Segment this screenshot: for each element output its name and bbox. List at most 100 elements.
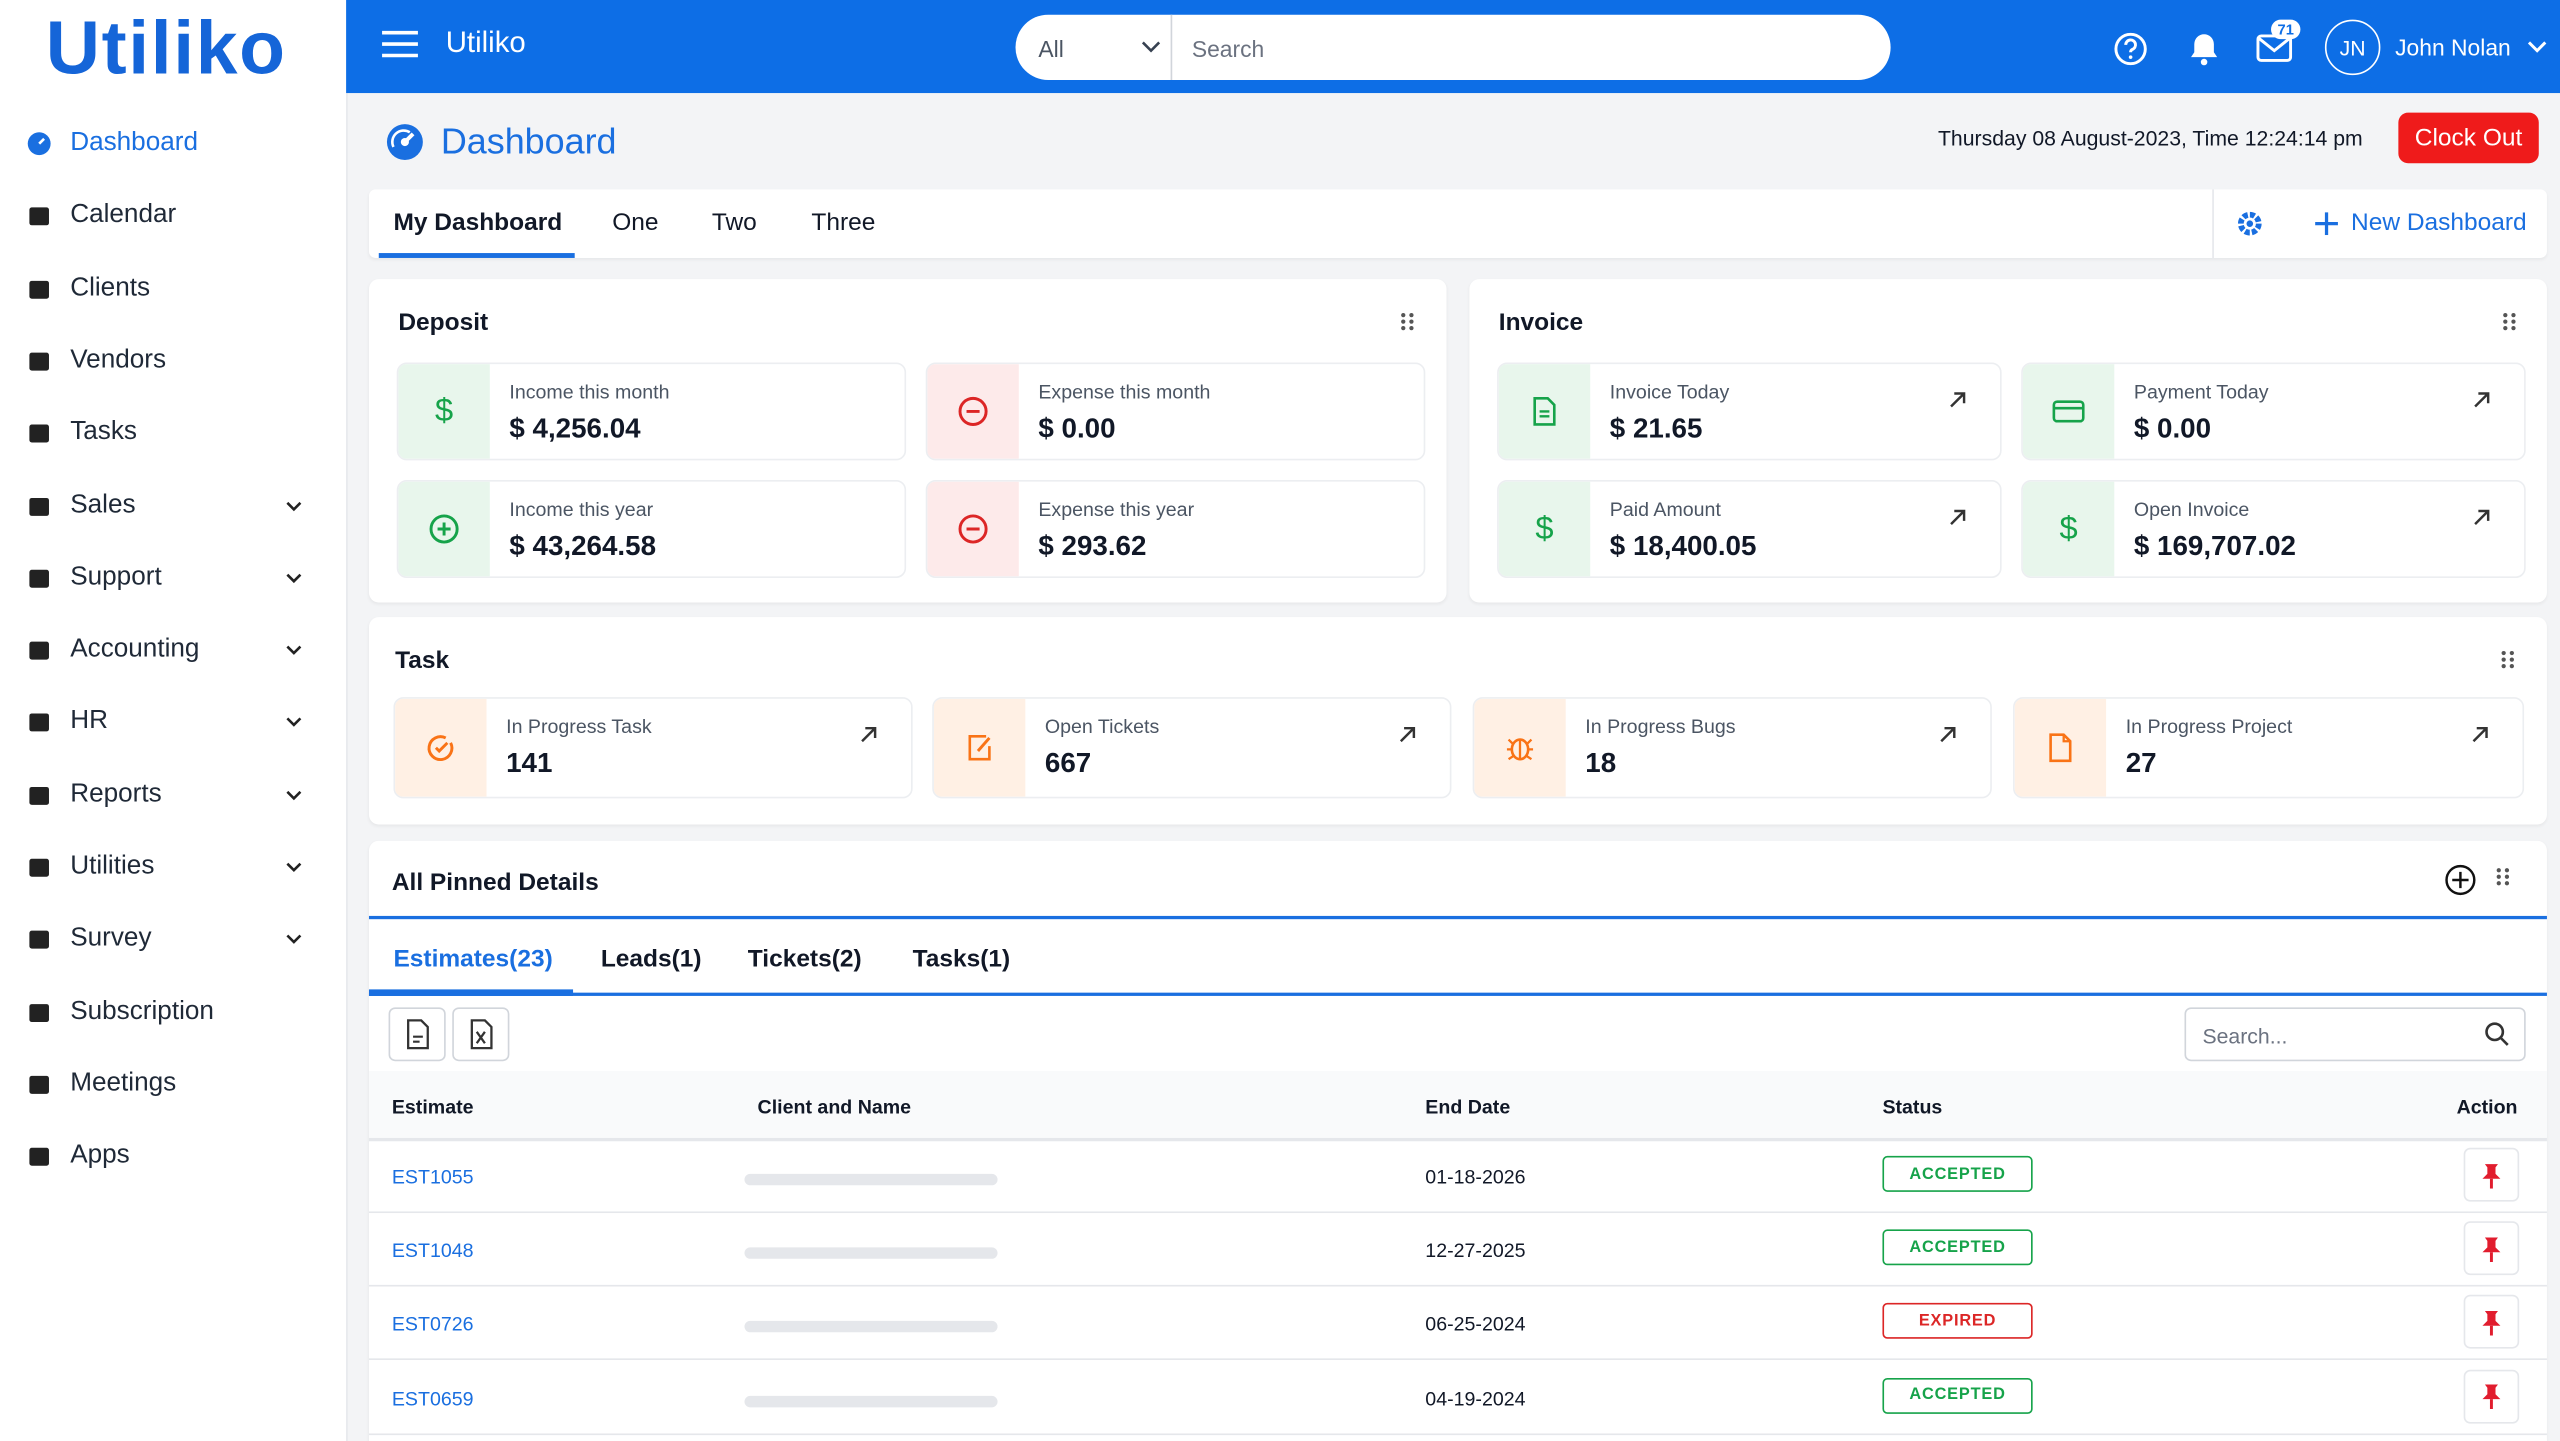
- pdf-icon: [407, 1019, 429, 1050]
- stat-card[interactable]: Invoice Today $ 21.65: [1497, 362, 2002, 461]
- search-scope[interactable]: All: [1038, 35, 1064, 63]
- nav-label[interactable]: Tasks: [70, 418, 137, 447]
- nav-item[interactable]: Sales: [26, 481, 320, 530]
- stat-card[interactable]: $ Paid Amount $ 18,400.05: [1497, 479, 2002, 578]
- unpin-button[interactable]: [2463, 1369, 2520, 1424]
- nav-item[interactable]: Dashboard: [26, 119, 320, 168]
- nav-label[interactable]: Meetings: [70, 1069, 177, 1097]
- nav-label[interactable]: Dashboard: [70, 128, 199, 157]
- search-icon: [2485, 1022, 2509, 1046]
- nav-label[interactable]: HR: [70, 707, 108, 736]
- export-excel-button[interactable]: [452, 1007, 510, 1062]
- svg-text:$: $: [435, 395, 453, 428]
- nav-item[interactable]: Apps: [26, 1132, 320, 1181]
- pinned-tab[interactable]: Estimates(23): [393, 945, 553, 974]
- stat-icon: [398, 481, 490, 577]
- nav-label[interactable]: Utilities: [70, 852, 155, 880]
- open-link-icon: [2474, 509, 2490, 525]
- estimate-link[interactable]: EST0659: [391, 1387, 474, 1410]
- nav-label[interactable]: Vendors: [70, 345, 167, 374]
- nav-item[interactable]: Utilities: [26, 842, 320, 891]
- nav-item[interactable]: Vendors: [26, 336, 320, 385]
- open-link-icon: [1950, 509, 1966, 525]
- panel-title: Deposit: [398, 308, 489, 337]
- new-dashboard-button[interactable]: New Dashboard: [2315, 209, 2527, 237]
- nav-label[interactable]: Calendar: [70, 201, 177, 230]
- stat-card[interactable]: $ Income this month $ 4,256.04: [396, 362, 907, 461]
- nav-icon: [29, 931, 49, 950]
- icon: [958, 396, 988, 426]
- estimate-link[interactable]: EST0726: [391, 1313, 474, 1337]
- nav-icon: [29, 1075, 49, 1094]
- icon: [968, 735, 991, 761]
- pinned-tab[interactable]: Leads(1): [600, 945, 702, 974]
- clock-out-button[interactable]: Clock Out: [2398, 112, 2539, 164]
- unpin-button[interactable]: [2463, 1295, 2520, 1350]
- scope-chevron[interactable]: [1141, 41, 1161, 54]
- pinned-tab[interactable]: Tasks(1): [912, 945, 1011, 974]
- nav-item[interactable]: Calendar: [26, 192, 320, 241]
- notification-icon[interactable]: [2188, 31, 2221, 67]
- nav-item[interactable]: Support: [26, 553, 320, 602]
- stat-card[interactable]: Income this year $ 43,264.58: [396, 479, 907, 578]
- dashboard-tab[interactable]: Three: [811, 208, 876, 237]
- help-icon[interactable]: [2113, 31, 2149, 67]
- stat-label: Open Tickets: [1044, 715, 1160, 738]
- table-search[interactable]: Search...: [2184, 1007, 2526, 1062]
- estimate-link[interactable]: EST1055: [391, 1165, 474, 1189]
- pinned-tab[interactable]: Tickets(2): [747, 945, 862, 974]
- nav-chevron: [286, 645, 302, 656]
- stat-card[interactable]: Expense this year $ 293.62: [925, 479, 1426, 578]
- add-icon[interactable]: [2444, 864, 2477, 897]
- nav-item[interactable]: Meetings: [26, 1059, 320, 1108]
- nav-item[interactable]: Survey: [26, 915, 320, 964]
- nav-item[interactable]: Accounting: [26, 625, 320, 674]
- table-search-input[interactable]: Search...: [2202, 1023, 2288, 1049]
- nav-item[interactable]: Reports: [26, 770, 320, 819]
- nav-label[interactable]: Apps: [70, 1141, 130, 1170]
- stat-label: In Progress Project: [2125, 715, 2293, 738]
- stat-card[interactable]: Payment Today $ 0.00: [2021, 362, 2526, 461]
- stat-icon: [1498, 364, 1591, 459]
- logo[interactable]: Utiliko: [45, 4, 287, 90]
- unpin-button[interactable]: [2463, 1221, 2520, 1276]
- nav-label[interactable]: Subscription: [70, 996, 214, 1025]
- nav-item[interactable]: Subscription: [26, 987, 320, 1036]
- menu-button[interactable]: [382, 29, 418, 58]
- stat-card[interactable]: In Progress Bugs 18: [1472, 697, 1992, 799]
- drag-handle: [2503, 312, 2516, 331]
- export-pdf-button[interactable]: [388, 1007, 446, 1062]
- stat-card[interactable]: $ Open Invoice $ 169,707.02: [2021, 479, 2526, 578]
- user-chevron[interactable]: [2527, 39, 2547, 55]
- nav-label[interactable]: Support: [70, 562, 162, 591]
- dashboard-tab[interactable]: Two: [711, 208, 757, 237]
- pin-icon: [2482, 1163, 2501, 1188]
- nav-item[interactable]: HR: [26, 698, 320, 747]
- user-name[interactable]: John Nolan: [2395, 34, 2511, 61]
- nav-item[interactable]: Tasks: [26, 408, 320, 457]
- stat-label: Open Invoice: [2133, 497, 2250, 521]
- settings-icon[interactable]: [2235, 209, 2264, 238]
- nav-label[interactable]: Sales: [70, 490, 136, 519]
- nav-label[interactable]: Reports: [70, 779, 162, 808]
- unpin-button[interactable]: [2463, 1147, 2520, 1202]
- stat-card[interactable]: Expense this month $ 0.00: [925, 362, 1426, 461]
- stat-icon: [1474, 698, 1566, 797]
- dashboard-tab[interactable]: One: [612, 208, 659, 237]
- icon: $: [2059, 513, 2077, 546]
- nav-label[interactable]: Clients: [70, 273, 151, 302]
- nav-label[interactable]: Survey: [70, 924, 152, 953]
- stat-card[interactable]: In Progress Task 141: [393, 697, 913, 799]
- stat-card[interactable]: In Progress Project 27: [2013, 697, 2525, 799]
- nav-label[interactable]: Accounting: [70, 635, 200, 664]
- search-input[interactable]: Search: [1191, 35, 1265, 63]
- column-header: Estimate: [391, 1095, 474, 1119]
- avatar[interactable]: JN: [2324, 19, 2381, 76]
- nav-icon: [29, 424, 49, 443]
- dashboard-tab[interactable]: My Dashboard: [393, 208, 563, 237]
- stat-card[interactable]: Open Tickets 667: [932, 697, 1452, 799]
- stat-value: $ 293.62: [1038, 530, 1147, 562]
- estimate-link[interactable]: EST1048: [391, 1239, 474, 1263]
- nav-item[interactable]: Clients: [26, 264, 320, 313]
